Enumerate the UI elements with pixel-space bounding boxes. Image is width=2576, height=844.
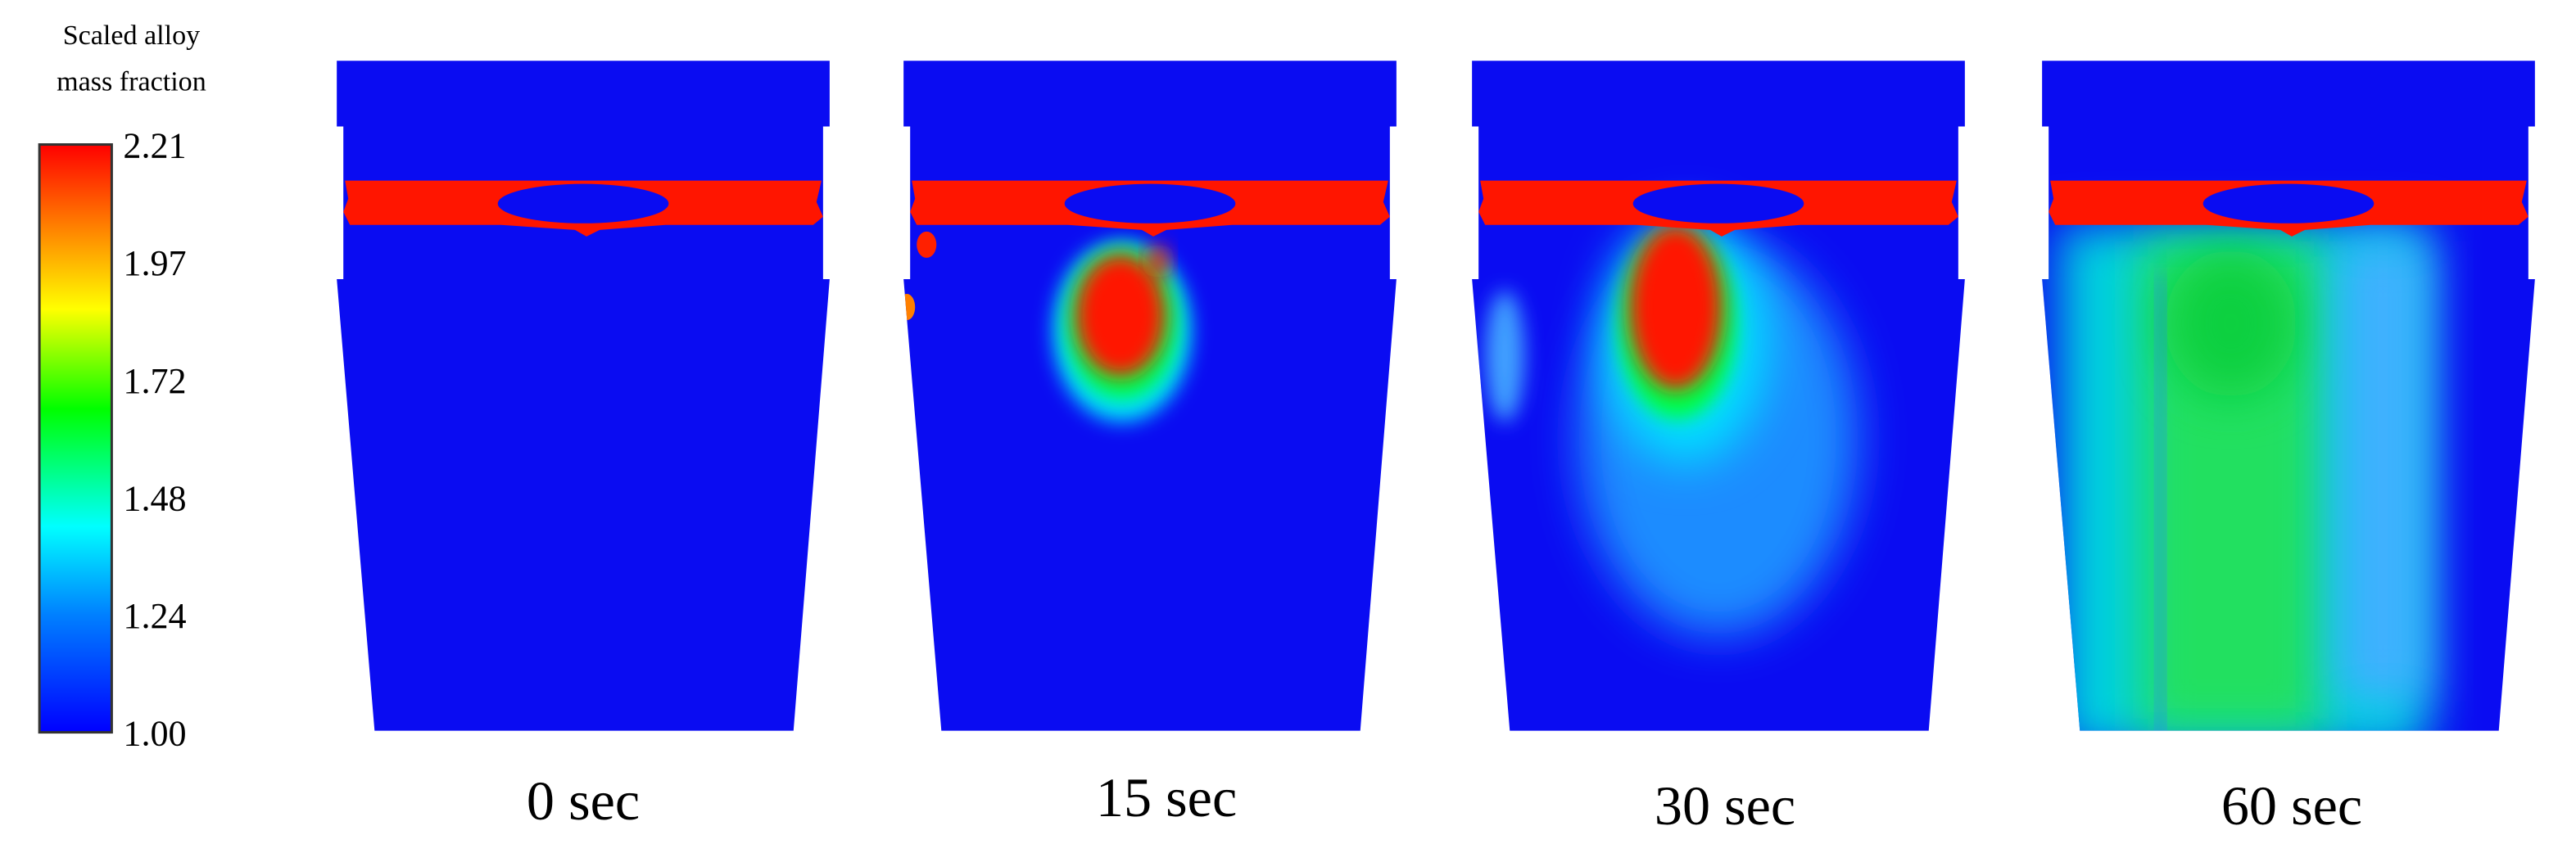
colorbar-title: Scaled alloy	[63, 20, 201, 51]
colorbar-tick-label: 1.00	[123, 714, 186, 754]
panel-label: 60 sec	[2221, 774, 2362, 837]
panel-label: 0 sec	[527, 770, 640, 832]
panel-label: 30 sec	[1655, 774, 1795, 837]
colorbar-title: mass fraction	[57, 66, 206, 97]
panel: 15 sec	[903, 61, 1397, 828]
panel: 60 sec	[2042, 61, 2535, 837]
colorbar-scale	[38, 143, 113, 734]
colorbar-tick-label: 1.72	[123, 361, 186, 401]
panel: 30 sec	[1472, 61, 1965, 837]
colorbar-tick-label: 2.21	[123, 126, 186, 166]
colorbar: Scaled alloy mass fraction 2.21 1.97 1.72 1…	[38, 20, 206, 754]
colorbar-tick-label: 1.24	[123, 596, 186, 636]
panel: 0 sec	[337, 61, 830, 832]
panel-label: 15 sec	[1096, 766, 1237, 828]
colorbar-tick-label: 1.97	[123, 243, 186, 283]
colorbar-tick-label: 1.48	[123, 478, 186, 518]
